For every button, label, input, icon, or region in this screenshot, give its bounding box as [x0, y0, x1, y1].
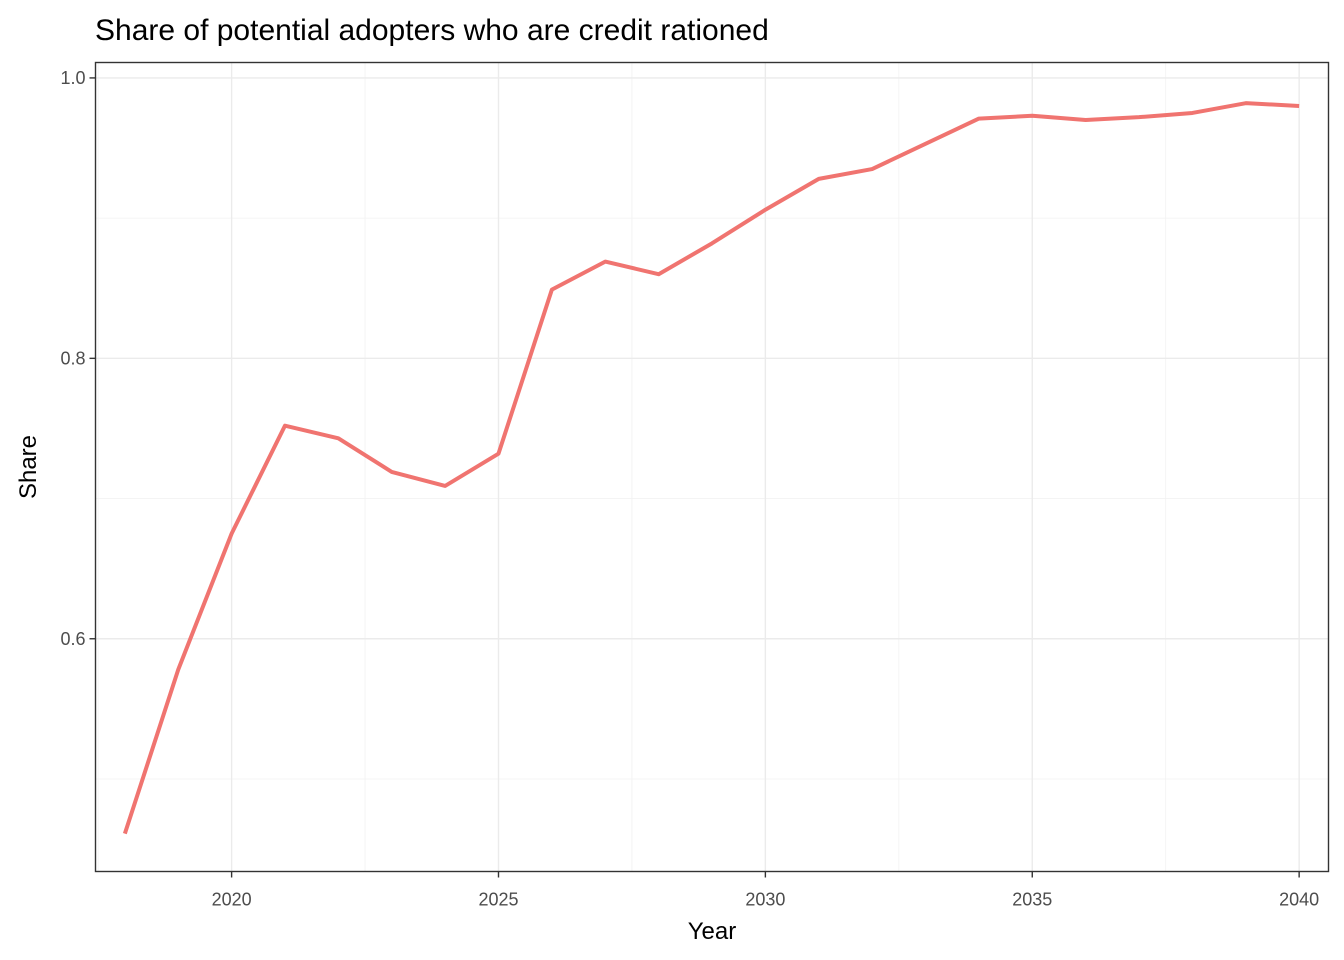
x-tick-label: 2040: [1279, 890, 1319, 910]
x-tick-label: 2020: [212, 890, 252, 910]
x-tick-label: 2025: [478, 890, 518, 910]
y-tick-label: 0.8: [60, 348, 85, 368]
chart-title: Share of potential adopters who are cred…: [95, 14, 769, 47]
x-tick-label: 2030: [745, 890, 785, 910]
panel-border: [94, 61, 1330, 873]
y-tick-label: 1.0: [60, 68, 85, 88]
series-layer: [122, 101, 1300, 835]
x-axis-title: Year: [688, 918, 737, 945]
x-tick-label: 2035: [1012, 890, 1052, 910]
grid: [95, 62, 1329, 872]
y-axis-title: Share: [15, 435, 42, 499]
y-tick-label: 0.6: [60, 629, 85, 649]
series-line: [122, 101, 1300, 835]
axes: 2020 2025 2030 2035 2040 0.6 0.8 1.0: [60, 68, 1319, 910]
